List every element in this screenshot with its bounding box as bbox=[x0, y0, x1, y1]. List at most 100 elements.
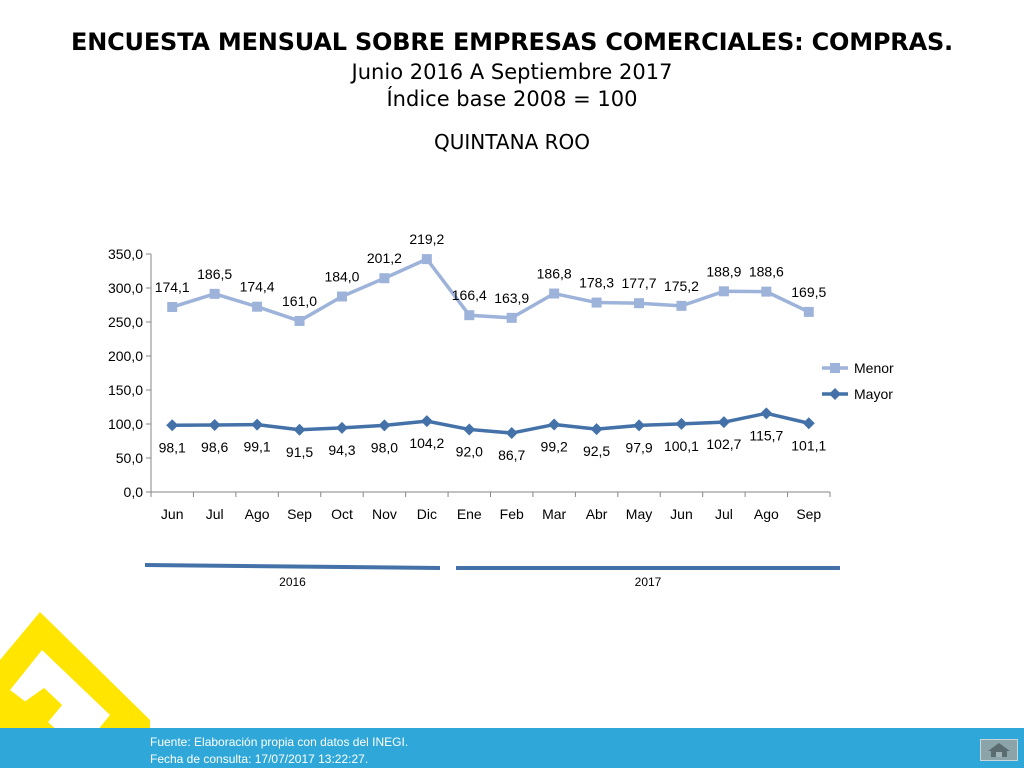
year-label: 2017 bbox=[635, 575, 662, 589]
data-point-menor bbox=[803, 306, 814, 317]
legend-label: Mayor bbox=[854, 386, 893, 402]
data-point-menor bbox=[718, 286, 729, 297]
x-tick-label: Dic bbox=[417, 506, 437, 522]
data-label: 184,0 bbox=[324, 269, 359, 285]
x-tick-label: Ago bbox=[754, 506, 779, 522]
data-point-menor bbox=[336, 291, 347, 302]
data-label: 161,0 bbox=[282, 293, 317, 309]
x-tick-label: Oct bbox=[331, 506, 353, 522]
line-chart: 0,0 50,0 100,0 150,0 200,0 250,0 300,0 350,0 Jun… bbox=[108, 231, 894, 589]
x-tick-label: Jul bbox=[715, 506, 733, 522]
data-label: 115,7 bbox=[749, 427, 783, 443]
data-point-menor bbox=[294, 315, 305, 326]
data-point-mayor bbox=[802, 417, 815, 430]
data-point-mayor bbox=[505, 427, 518, 440]
data-point-mayor bbox=[293, 423, 306, 436]
data-point-menor bbox=[464, 310, 475, 321]
x-tick-label: Feb bbox=[500, 506, 524, 522]
data-point-mayor bbox=[590, 423, 603, 436]
y-tick-label: 0,0 bbox=[124, 484, 144, 500]
data-point-menor bbox=[591, 297, 602, 308]
legend-marker-mayor bbox=[829, 388, 841, 400]
data-label: 175,2 bbox=[664, 278, 699, 294]
x-tick-label: May bbox=[626, 506, 652, 522]
data-label: 186,5 bbox=[197, 266, 232, 282]
data-label: 174,4 bbox=[240, 279, 275, 295]
data-label: 99,2 bbox=[541, 439, 568, 455]
y-tick-label: 350,0 bbox=[108, 246, 143, 262]
data-point-menor bbox=[761, 286, 772, 297]
data-point-mayor bbox=[335, 421, 348, 434]
chart-subtitle-period: Junio 2016 A Septiembre 2017 bbox=[351, 60, 673, 84]
series-line-mayor bbox=[172, 411, 810, 435]
x-tick-label: Abr bbox=[586, 506, 608, 522]
data-label: 92,0 bbox=[456, 443, 483, 459]
data-label: 186,8 bbox=[537, 266, 572, 282]
y-tick-label: 200,0 bbox=[108, 348, 143, 364]
data-point-menor bbox=[506, 312, 517, 323]
year-label: 2016 bbox=[279, 575, 306, 589]
data-point-menor bbox=[167, 302, 178, 313]
data-label: 219,2 bbox=[409, 231, 444, 247]
data-label: 163,9 bbox=[494, 290, 529, 306]
data-label: 102,7 bbox=[706, 436, 741, 452]
data-label: 178,3 bbox=[579, 275, 614, 291]
data-label: 177,7 bbox=[622, 275, 657, 291]
x-tick-label: Jun bbox=[670, 506, 693, 522]
data-label: 94,3 bbox=[328, 442, 355, 458]
y-tick-label: 100,0 bbox=[108, 416, 143, 432]
data-point-mayor bbox=[463, 423, 476, 436]
data-point-mayor bbox=[251, 418, 264, 431]
data-point-mayor bbox=[548, 418, 561, 431]
data-label: 91,5 bbox=[286, 444, 313, 460]
legend-marker-menor bbox=[830, 363, 840, 373]
y-tick-label: 250,0 bbox=[108, 314, 143, 330]
x-tick-label: Mar bbox=[542, 506, 566, 522]
footer-date: Fecha de consulta: 17/07/2017 13:22:27. bbox=[150, 752, 369, 766]
data-point-mayor bbox=[378, 419, 391, 432]
y-tick-label: 50,0 bbox=[116, 450, 143, 466]
y-tick-label: 300,0 bbox=[108, 280, 143, 296]
footer-source: Fuente: Elaboración propia con datos del… bbox=[150, 735, 409, 749]
data-point-menor bbox=[421, 254, 432, 265]
data-label: 188,6 bbox=[749, 264, 784, 280]
series-line-menor bbox=[171, 257, 810, 323]
y-tick-label: 150,0 bbox=[108, 382, 143, 398]
data-point-menor bbox=[379, 273, 390, 284]
data-label: 86,7 bbox=[498, 447, 525, 463]
data-label: 166,4 bbox=[452, 287, 487, 303]
data-point-menor bbox=[676, 300, 687, 311]
home-button[interactable] bbox=[980, 739, 1018, 761]
x-tick-label: Jul bbox=[206, 506, 224, 522]
data-label: 97,9 bbox=[625, 439, 652, 455]
data-label: 98,0 bbox=[371, 439, 398, 455]
x-tick-label: Sep bbox=[796, 506, 821, 522]
x-tick-label: Jun bbox=[161, 506, 184, 522]
data-point-mayor bbox=[717, 416, 730, 429]
data-point-mayor bbox=[633, 419, 646, 432]
data-label: 188,9 bbox=[706, 263, 741, 279]
x-tick-label: Ago bbox=[245, 506, 270, 522]
data-label: 99,1 bbox=[243, 439, 270, 455]
data-point-mayor bbox=[166, 419, 179, 432]
data-label: 101,1 bbox=[791, 437, 826, 453]
data-label: 174,1 bbox=[155, 279, 190, 295]
chart-subtitle-base: Índice base 2008 = 100 bbox=[386, 87, 638, 111]
data-label: 104,2 bbox=[409, 435, 444, 451]
data-label: 98,1 bbox=[159, 439, 186, 455]
chart-region: QUINTANA ROO bbox=[434, 130, 590, 154]
data-point-menor bbox=[634, 298, 645, 309]
x-tick-label: Ene bbox=[457, 506, 482, 522]
x-tick-label: Sep bbox=[287, 506, 312, 522]
data-point-menor bbox=[549, 288, 560, 299]
legend-label: Menor bbox=[854, 360, 894, 376]
data-point-menor bbox=[252, 301, 263, 312]
year-bracket bbox=[144, 563, 441, 570]
data-label: 100,1 bbox=[664, 438, 699, 454]
data-point-mayor bbox=[760, 407, 773, 420]
data-point-mayor bbox=[208, 418, 221, 431]
data-label: 201,2 bbox=[367, 250, 402, 266]
data-point-mayor bbox=[675, 417, 688, 430]
chart-title: ENCUESTA MENSUAL SOBRE EMPRESAS COMERCIA… bbox=[71, 28, 953, 56]
x-tick-label: Nov bbox=[372, 506, 397, 522]
